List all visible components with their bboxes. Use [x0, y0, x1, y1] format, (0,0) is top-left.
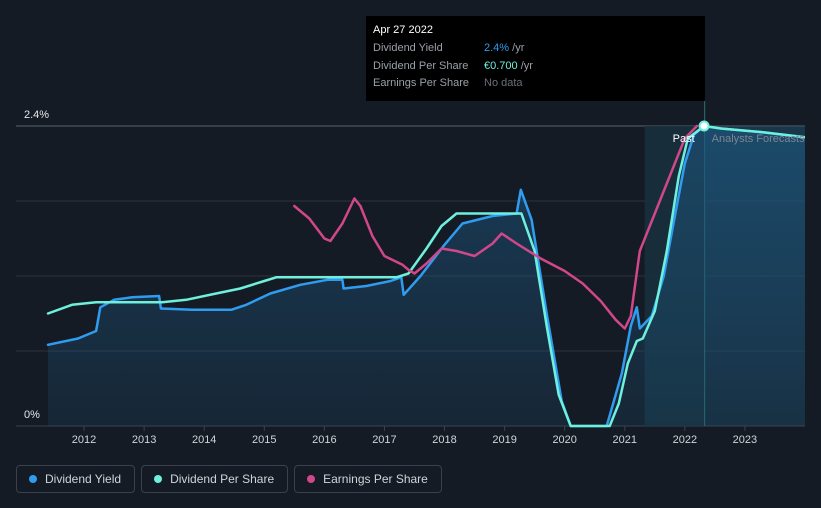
x-tick-label: 2017	[372, 434, 396, 446]
tooltip-row-dividend-yield: Dividend Yield 2.4% /yr	[373, 42, 698, 60]
tooltip-key: Dividend Per Share	[373, 59, 469, 72]
tooltip-key: Dividend Yield	[373, 42, 443, 54]
legend-dot	[29, 475, 37, 483]
legend-item-dividend-yield[interactable]: Dividend Yield	[16, 465, 136, 493]
legend-label: Earnings Per Share	[323, 472, 428, 486]
x-tick-label: 2021	[613, 434, 637, 446]
tooltip-unit: /yr	[517, 59, 533, 72]
dividend-yield-line	[46, 124, 805, 428]
tooltip: Apr 27 2022 Dividend Yield 2.4% /yr Divid…	[366, 16, 705, 101]
dividend-per-share-line	[46, 124, 805, 428]
x-tick-label: 2013	[132, 434, 156, 446]
dividend-yield-area	[48, 126, 805, 426]
tooltip-key: Earnings Per Share	[373, 77, 469, 89]
x-tick-label: 2015	[252, 434, 276, 446]
legend-dot	[307, 475, 316, 483]
y-tick-label: 0%	[24, 409, 40, 421]
x-tick-label: 2019	[492, 434, 516, 446]
legend-item-dividend-per-share[interactable]: Dividend Per Share	[141, 465, 289, 493]
tooltip-date: Apr 27 2022	[373, 24, 433, 36]
tooltip-row-dividend-per-share: Dividend Per Share €0.700 /yr	[373, 60, 698, 78]
past-label: Past	[673, 133, 695, 145]
tooltip-unit: /yr	[509, 42, 525, 54]
tooltip-value: €0.700	[484, 59, 518, 72]
x-tick-label: 2018	[432, 434, 456, 446]
tooltip-value: 2.4%	[484, 42, 510, 54]
y-tick-label: 2.4%	[24, 109, 49, 121]
forecast-label: Analysts Forecasts	[712, 133, 805, 145]
x-tick-label: 2020	[552, 434, 576, 446]
hover-point-marker	[698, 120, 710, 132]
legend-label: Dividend Per Share	[170, 472, 275, 486]
legend-label: Dividend Yield	[45, 472, 122, 486]
earnings-per-share-line	[293, 124, 699, 330]
x-tick-label: 2016	[312, 434, 336, 446]
legend-dot	[154, 475, 163, 483]
tooltip-row-earnings-per-share: Earnings Per Share No data	[373, 77, 698, 95]
x-tick-label: 2014	[192, 434, 216, 446]
x-tick-label: 2012	[72, 434, 96, 446]
x-tick-label: 2022	[673, 434, 697, 446]
legend-item-earnings-per-share[interactable]: Earnings Per Share	[294, 465, 442, 493]
x-tick-label: 2023	[733, 434, 757, 446]
tooltip-value: No data	[484, 77, 523, 89]
legend: Dividend Yield Dividend Per Share Earnin…	[16, 465, 442, 493]
